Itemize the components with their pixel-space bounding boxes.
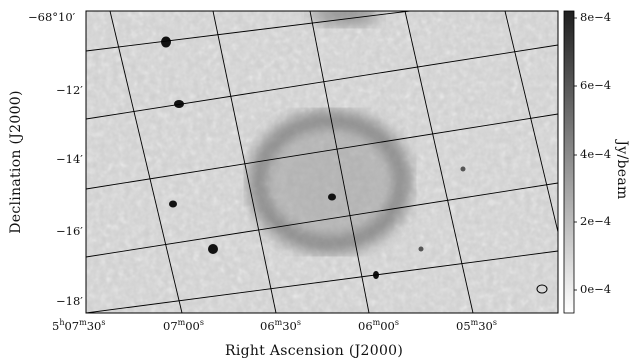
point-source [208,244,218,254]
colorbar-tick-label: 4e−4 [580,147,612,161]
dec-tick-label: −12′ [56,83,83,97]
dec-tick-label: −18′ [56,294,83,308]
beam-ellipse [536,284,548,294]
colorbar-tick-label: 8e−4 [580,10,612,24]
ra-tick-label: 5h07m30s [52,318,106,333]
colorbar-tick-label: 2e−4 [580,214,612,228]
point-source [161,36,171,48]
ra-tick-label: 06m00s [358,318,399,333]
point-source [328,193,336,201]
colorbar [563,10,577,314]
point-source [169,200,177,208]
top-blob [311,11,379,26]
image-frame [85,10,559,314]
point-source [418,246,424,252]
x-axis-title: Right Ascension (J2000) [225,343,404,359]
dec-tick-label: −16′ [56,224,83,238]
colorbar-tick-label: 0e−4 [580,282,612,296]
ra-tick-label: 07m00s [163,318,204,333]
ra-tick-label: 06m30s [260,318,301,333]
radio-image [86,11,558,313]
coordinate-grid [86,11,558,313]
colorbar-title: Jy/beam [614,140,630,200]
y-axis-title: Declination (J2000) [8,90,24,234]
ra-tick-label: 05m30s [456,318,497,333]
point-source [460,166,466,172]
remnant-shell [250,112,410,252]
dec-tick-label: −14′ [56,152,83,166]
dec-tick-label: −68°10′ [28,10,76,24]
colorbar-tick-label: 6e−4 [580,78,612,92]
